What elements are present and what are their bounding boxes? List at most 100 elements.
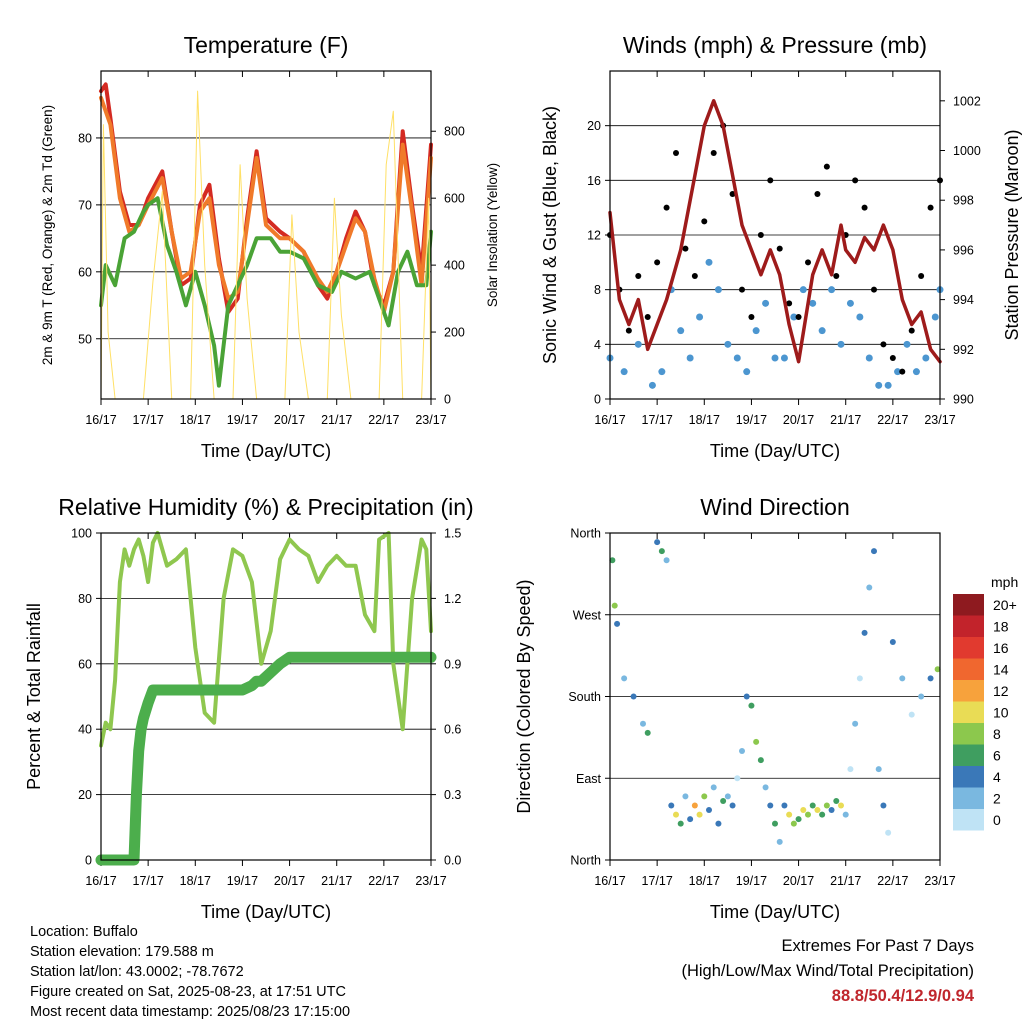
winds-title: Winds (mph) & Pressure (mb) [623, 32, 927, 58]
direction-xtick-label: 19/17 [736, 874, 767, 888]
direction-legend-swatch [953, 594, 984, 616]
direction-point [866, 584, 873, 591]
humidity-xtick-label: 22/17 [368, 874, 399, 888]
direction-legend-label: 6 [993, 747, 1001, 763]
direction-point [762, 784, 769, 791]
direction-legend-label: 4 [993, 769, 1001, 785]
temperature-xtick-label: 16/17 [85, 413, 116, 427]
direction-point [729, 802, 736, 809]
station-location: Location: Buffalo [30, 924, 138, 940]
winds-point-gust [625, 327, 632, 334]
station-info: Location: Buffalo Station elevation: 179… [30, 922, 350, 1022]
winds-point-gust [757, 232, 764, 238]
direction-ytick-label: North [570, 527, 601, 541]
humidity-series-total-precipitation [95, 651, 437, 866]
winds-point-sonic-wind [780, 354, 788, 362]
winds-ytick-label: 12 [587, 229, 601, 243]
winds-point-gust [691, 273, 698, 279]
direction-legend-swatch [953, 637, 984, 659]
direction-point [889, 639, 896, 645]
direction-legend-swatch [953, 744, 984, 766]
winds-xtick-label: 20/17 [783, 413, 814, 427]
winds-point-gust [899, 368, 906, 375]
direction-frame [609, 532, 941, 861]
temperature-xtick-label: 21/17 [321, 413, 352, 427]
temperature-title: Temperature (F) [184, 32, 349, 58]
humidity-y2tick-label: 1.2 [444, 592, 461, 606]
winds-point-sonic-wind [762, 299, 770, 307]
temperature-xlabel: Time (Day/UTC) [201, 441, 331, 461]
temperature-ytick-label: 70 [78, 198, 92, 212]
humidity-frame [100, 532, 432, 861]
winds-point-sonic-wind [903, 340, 911, 348]
humidity-xtick-label: 23/17 [415, 874, 446, 888]
temperature-xtick-label: 20/17 [274, 413, 305, 427]
direction-point [673, 811, 679, 818]
direction-legend-swatch [953, 723, 984, 745]
temperature-y2tick-label: 600 [444, 192, 465, 206]
winds-point-gust [814, 191, 821, 197]
winds-point-sonic-wind [912, 368, 920, 376]
winds-xtick-label: 21/17 [830, 413, 861, 427]
direction-ytick-label: South [568, 690, 601, 704]
station-elevation: Station elevation: 179.588 m [30, 944, 214, 960]
winds-point-sonic-wind [686, 354, 694, 362]
winds-point-gust [767, 177, 774, 184]
humidity-ytick-label: 0 [85, 854, 92, 868]
temperature-xtick-label: 23/17 [415, 413, 446, 427]
direction-point [823, 802, 830, 809]
humidity-ytick-label: 100 [71, 527, 92, 541]
winds-point-sonic-wind [828, 286, 836, 294]
winds-point-sonic-wind [771, 354, 779, 362]
winds-point-gust [889, 355, 896, 361]
direction-point [743, 693, 750, 700]
direction-point [748, 702, 755, 709]
winds-y2tick-label: 1002 [953, 94, 981, 108]
winds-point-sonic-wind [931, 313, 939, 321]
humidity-series-relative-humidity [99, 531, 433, 748]
direction-point [611, 602, 618, 609]
temperature-xtick-label: 18/17 [180, 413, 211, 427]
direction-ytick-label: North [570, 854, 601, 868]
winds-xtick-label: 19/17 [736, 413, 767, 427]
winds-point-gust [861, 204, 868, 211]
direction-point [720, 797, 727, 804]
winds-y2tick-label: 990 [953, 393, 974, 407]
temperature-y2label: Solar Insolation (Yellow) [485, 163, 500, 307]
direction-legend-label: 10 [993, 704, 1009, 720]
direction-point [682, 793, 689, 800]
winds-point-sonic-wind [705, 258, 713, 266]
direction-ytick-label: East [576, 772, 602, 786]
direction-point [663, 557, 670, 564]
direction-xtick-label: 20/17 [783, 874, 814, 888]
winds-xtick-label: 22/17 [877, 413, 908, 427]
direction-point [621, 675, 628, 682]
winds-point-gust [852, 177, 859, 184]
temperature-ylabel: 2m & 9m T (Red, Orange) & 2m Td (Green) [40, 105, 55, 365]
winds-point-sonic-wind [856, 313, 864, 321]
direction-point [786, 811, 793, 818]
direction-point [856, 675, 863, 682]
winds-point-gust [644, 314, 651, 320]
winds-point-gust [776, 245, 783, 252]
direction-xtick-label: 18/17 [689, 874, 720, 888]
winds-frame [609, 70, 941, 400]
extremes-title: Extremes For Past 7 Days [781, 937, 974, 955]
direction-point [800, 807, 807, 814]
direction-xtick-label: 17/17 [642, 874, 673, 888]
humidity-xtick-label: 20/17 [274, 874, 305, 888]
winds-point-gust [908, 327, 915, 334]
direction-legend-swatch [953, 701, 984, 723]
direction-point [701, 793, 708, 800]
humidity-ylabel: Percent & Total Rainfall [24, 603, 44, 790]
direction-point [640, 720, 646, 727]
winds-y2tick-label: 998 [953, 194, 974, 208]
direction-point [795, 816, 802, 823]
winds-ytick-label: 8 [594, 283, 601, 297]
direction-point [790, 820, 797, 827]
direction-xtick-label: 23/17 [924, 874, 955, 888]
direction-point [852, 720, 859, 727]
winds-point-gust [710, 150, 717, 156]
direction-point [847, 766, 854, 773]
